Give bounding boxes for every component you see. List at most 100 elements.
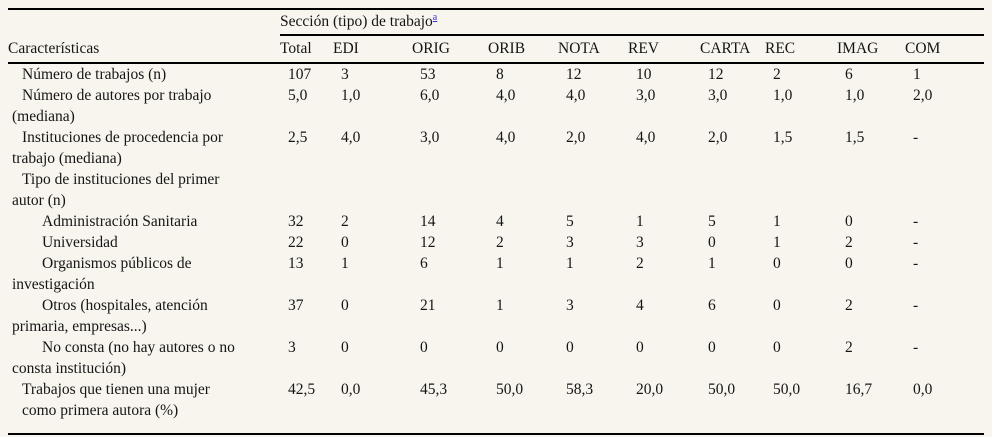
cell-value: 4 [636,297,644,314]
cell-value [905,169,984,211]
cell-value [412,169,488,211]
column-header-orib: ORIB [488,35,558,64]
cell-value: 6 [708,297,716,314]
cell-value: 3 [341,66,349,83]
cell-value: 4,0 [496,87,516,104]
cell-value: - [913,297,919,314]
cell-value: 2 [496,234,504,251]
cell-value: 12 [566,66,582,83]
row-label: Organismos públicos de investigación [12,255,192,293]
cell-value: 2 [773,66,781,83]
cell-value: 2,5 [288,129,308,146]
cell-value: 50,0 [708,381,736,398]
cell-value [765,169,837,211]
cell-value: 4 [496,213,504,230]
cell-value [628,169,700,211]
row-label: Instituciones de procedencia por trabajo… [12,129,223,167]
cell-value: 1,5 [773,129,793,146]
cell-value: 4,0 [341,129,361,146]
row-label: Número de trabajos (n) [22,66,167,83]
table-row: No consta (no hay autores o no consta in… [8,337,984,379]
cell-value: 2,0 [566,129,586,146]
cell-value: 6 [845,66,853,83]
cell-value: 1 [566,255,574,272]
table-row: Universidad 22 0 12 2 3 3 0 1 2- [8,232,984,253]
column-header-com: COM [905,35,985,64]
cell-value: - [913,255,919,272]
cell-value: 2,0 [708,129,728,146]
cell-value: 2 [341,213,349,230]
cell-value: 0 [341,339,349,356]
cell-value: - [913,234,919,251]
cell-value: 0 [566,339,574,356]
footnote-a-link[interactable]: a [432,11,438,23]
cell-value: 2 [845,297,853,314]
cell-value: 1,5 [845,129,865,146]
cell-value: 3,0 [636,87,656,104]
cell-value: 12 [708,66,724,83]
cell-value: 1,0 [845,87,865,104]
row-label: Administración Sanitaria [42,213,198,230]
cell-value: 32 [288,213,304,230]
column-header-carta: CARTA [700,35,765,64]
cell-value: 6 [420,255,428,272]
table-row: Número de autores por trabajo (mediana) 5… [8,85,984,127]
cell-value: 5,0 [288,87,308,104]
cell-value: 14 [420,213,436,230]
cell-value: 3 [566,234,574,251]
cell-value: 6,0 [420,87,440,104]
table-row: Instituciones de procedencia por trabajo… [8,127,984,169]
cell-value: 3,0 [420,129,440,146]
cell-value: 37 [288,297,304,314]
cell-value: 42,5 [288,381,316,398]
column-header-caracteristicas: Características [8,35,280,64]
cell-value: 0 [420,339,428,356]
cell-value: 2 [845,339,853,356]
cell-value: 0,0 [913,381,933,398]
cell-value: 107 [288,66,312,83]
cell-value: 3 [566,297,574,314]
cell-value [700,169,765,211]
stats-table: Sección (tipo) de trabajoa Característic… [8,8,985,435]
cell-value: 45,3 [420,381,448,398]
row-label: No consta (no hay autores o no consta in… [12,339,235,377]
column-header-rev: REV [628,35,700,64]
cell-value: 10 [636,66,652,83]
cell-value: 0 [341,297,349,314]
column-header-orig: ORIG [412,35,488,64]
cell-value: 21 [420,297,436,314]
cell-value [837,169,905,211]
cell-value: 22 [288,234,304,251]
cell-value: 0 [773,339,781,356]
cell-value: 4,0 [566,87,586,104]
column-header-nota: NOTA [558,35,628,64]
cell-value: 53 [420,66,436,83]
cell-value: 4,0 [496,129,516,146]
row-label: Número de autores por trabajo (mediana) [12,87,212,125]
cell-value: 5 [566,213,574,230]
cell-value: - [913,339,919,356]
cell-value: 1 [496,255,504,272]
row-label: Otros (hospitales, atención primaria, em… [12,297,208,335]
table-body: Número de trabajos (n) 107 3 53 8 12 10 12 2 6 1 Nú… [8,63,984,434]
cell-value: 0 [845,255,853,272]
cell-value: - [913,213,919,230]
cell-value: 0 [845,213,853,230]
cell-value: 1 [341,255,349,272]
cell-value: 0 [708,339,716,356]
cell-value: 0 [341,234,349,251]
cell-value: 0 [496,339,504,356]
cell-value: 3 [636,234,644,251]
cell-value: 12 [420,234,436,251]
cell-value: 2,0 [913,87,933,104]
cell-value: 1 [913,66,921,83]
cell-value: 2 [636,255,644,272]
cell-value [558,169,628,211]
cell-value: 8 [496,66,504,83]
group-header-cell: Sección (tipo) de trabajoa [280,9,985,36]
column-header-total: Total [280,35,333,64]
cell-value: 1,0 [773,87,793,104]
cell-value [280,169,333,211]
table-row: Trabajos que tienen una mujer como prime… [8,379,984,434]
